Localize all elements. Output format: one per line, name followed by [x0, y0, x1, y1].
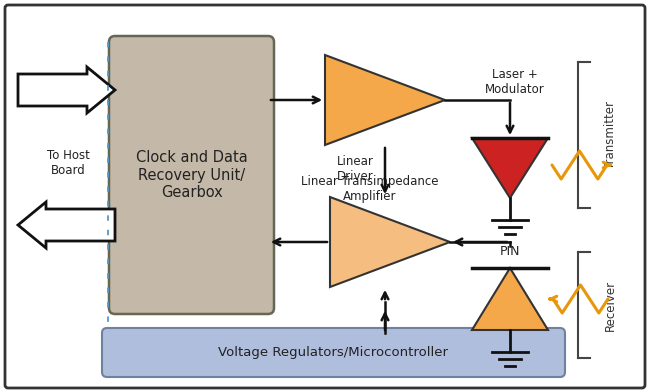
Polygon shape	[18, 67, 115, 113]
Text: Linear
Driver: Linear Driver	[337, 155, 374, 183]
Polygon shape	[18, 202, 115, 248]
Text: Receiver: Receiver	[603, 279, 616, 330]
Text: Clock and Data
Recovery Unit/
Gearbox: Clock and Data Recovery Unit/ Gearbox	[136, 150, 248, 200]
Polygon shape	[472, 268, 548, 330]
Text: Voltage Regulators/Microcontroller: Voltage Regulators/Microcontroller	[218, 346, 448, 359]
Text: PIN: PIN	[500, 245, 520, 258]
Text: Linear Transimpedance
Amplifier: Linear Transimpedance Amplifier	[301, 175, 439, 203]
FancyBboxPatch shape	[102, 328, 565, 377]
Polygon shape	[472, 138, 548, 198]
FancyBboxPatch shape	[109, 36, 274, 314]
Text: Laser +
Modulator: Laser + Modulator	[485, 68, 545, 96]
Polygon shape	[330, 197, 450, 287]
FancyBboxPatch shape	[5, 5, 645, 388]
Text: To Host
Board: To Host Board	[47, 149, 90, 177]
Polygon shape	[325, 55, 445, 145]
Text: Transmitter: Transmitter	[603, 101, 616, 169]
